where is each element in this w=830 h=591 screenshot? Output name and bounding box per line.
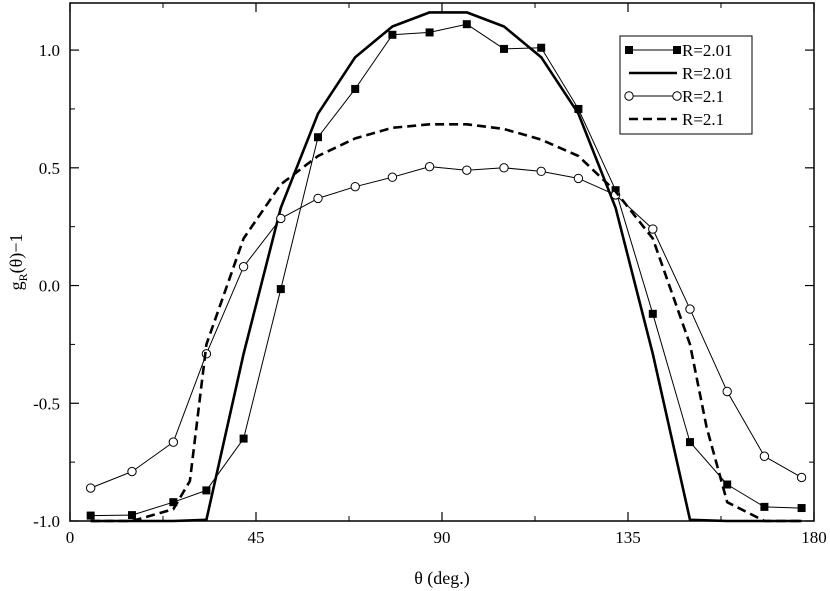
data-point-square [686, 438, 694, 447]
data-point-square [128, 511, 136, 520]
data-point-circle [624, 91, 634, 101]
series-4 [90, 123, 802, 523]
data-point-square [86, 511, 95, 520]
data-point-square [673, 46, 681, 54]
data-point-square [574, 104, 583, 113]
data-point-circle [759, 451, 770, 461]
series-layer [85, 11, 807, 523]
data-point-square [797, 504, 806, 513]
data-point-square [425, 28, 434, 37]
data-point-square [723, 480, 732, 489]
data-point-circle [796, 472, 807, 483]
legend-label: R=2.01 [682, 64, 733, 83]
y-axis-title-rest: (θ)−1 [6, 234, 27, 274]
y-tick-label: -0.5 [33, 394, 60, 413]
data-point-square [462, 20, 471, 29]
data-point-circle [573, 173, 584, 184]
y-tick-label: 0.5 [39, 159, 60, 178]
legend-box [619, 35, 753, 135]
data-point-circle [276, 213, 286, 224]
data-point-circle [648, 224, 658, 234]
data-point-square [625, 46, 633, 54]
legend-label: R=2.1 [682, 87, 724, 106]
data-point-circle [499, 163, 509, 173]
data-point-circle [127, 466, 137, 477]
x-tick-label: 180 [801, 528, 827, 547]
x-tick-label: 90 [434, 528, 451, 547]
x-axis-title: θ (deg.) [414, 568, 470, 589]
data-point-square [537, 43, 546, 52]
legend: R=2.01 R=2.01 R=2.1 R=2.1 [619, 35, 753, 135]
data-point-circle [168, 437, 179, 447]
y-tick-label: -1.0 [33, 512, 60, 531]
legend-entry: R=2.1 [624, 87, 724, 106]
data-point-circle [85, 483, 96, 493]
data-point-circle [722, 386, 732, 397]
y-tick-label: 0.0 [39, 277, 60, 296]
series-line [90, 23, 802, 517]
y-tick-label: 1.0 [39, 41, 60, 60]
data-point-circle [462, 165, 472, 175]
x-tick-label: 0 [66, 528, 75, 547]
series-line [90, 11, 802, 523]
x-tick-label: 45 [248, 528, 265, 547]
data-point-square [314, 133, 322, 142]
legend-entry: R=2.01 [629, 64, 733, 83]
data-point-circle [424, 161, 435, 172]
data-point-square [760, 502, 769, 511]
data-point-circle [238, 262, 249, 272]
data-point-circle [685, 304, 695, 314]
ticks-layer: 0 45 90 135 180 -1.0 -0.5 0.0 0.5 1.0 [33, 3, 827, 547]
y-axis-title-main: g [6, 281, 26, 290]
data-point-square [500, 44, 508, 53]
data-point-square [169, 498, 178, 507]
data-point-circle [672, 91, 682, 101]
y-axis-title-sub: R [16, 273, 30, 281]
series-3 [85, 161, 807, 493]
x-tick-label: 135 [615, 528, 641, 547]
data-point-square [648, 309, 657, 318]
data-point-circle [350, 181, 360, 192]
data-point-circle [387, 172, 398, 182]
data-point-circle [313, 193, 323, 204]
data-point-square [239, 434, 248, 443]
legend-label: R=2.1 [682, 110, 724, 129]
series-line [90, 123, 802, 523]
legend-entry: R=2.01 [625, 41, 733, 60]
series-2 [90, 11, 802, 523]
data-point-square [276, 285, 285, 294]
data-point-square [202, 486, 211, 495]
data-point-square [388, 30, 397, 39]
legend-label: R=2.01 [682, 41, 733, 60]
y-axis-title: gR(θ)−1 [6, 234, 30, 291]
data-point-circle [536, 166, 546, 177]
series-1 [86, 20, 806, 520]
series-line [90, 166, 802, 489]
legend-entry: R=2.1 [629, 110, 724, 129]
data-point-square [351, 84, 360, 93]
